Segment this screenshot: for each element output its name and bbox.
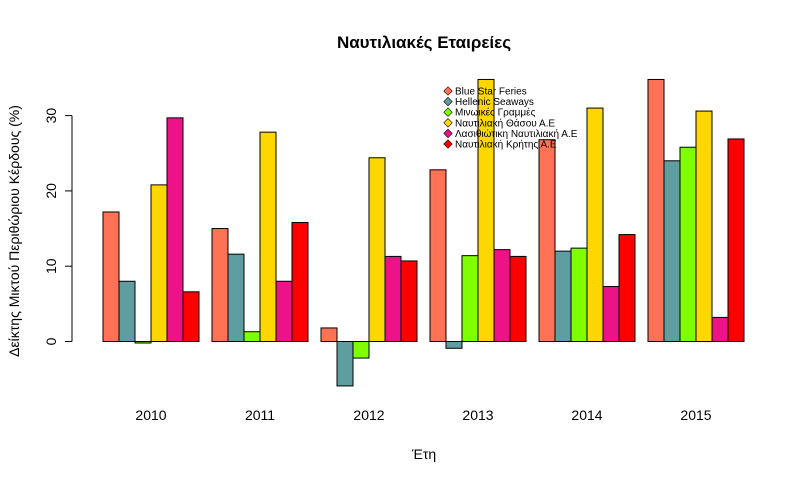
x-tick-label: 2013: [462, 407, 493, 423]
x-tick-label: 2012: [353, 407, 384, 423]
bar: [586, 107, 604, 342]
bar: [618, 234, 636, 343]
legend-entry: Ναυτιλιακή Κρήτης Α.Ε: [455, 139, 557, 151]
bar: [227, 253, 245, 342]
bar: [711, 316, 729, 342]
legend-marker: [443, 128, 453, 139]
bar: [368, 157, 386, 342]
y-tick-label: 30: [43, 108, 59, 124]
legend-marker: [443, 118, 453, 128]
bar: [352, 341, 370, 359]
x-axis-label: Έτη: [411, 446, 436, 462]
bar: [134, 341, 152, 344]
legend-marker: [443, 107, 453, 117]
bar: [538, 139, 556, 342]
legend-entry: Λασιθιώτικη Ναυτιλιακή Α.Ε: [455, 128, 578, 140]
bar: [150, 184, 168, 342]
y-tick-label: 10: [43, 258, 59, 274]
bar: [647, 78, 665, 343]
bar: [679, 146, 697, 342]
bars-group: [102, 78, 745, 387]
bar: [509, 255, 527, 343]
legend-entry: Μινωικές Γραμμές: [455, 107, 536, 119]
legend-marker: [443, 139, 453, 149]
bar: [400, 260, 418, 342]
bar: [384, 255, 402, 343]
bar: [243, 331, 261, 342]
bar: [461, 255, 479, 343]
y-axis-label: Δείκτης Μικτού Περιθώριου Κέρδους (%): [6, 105, 22, 357]
bar: [429, 169, 447, 342]
bar: [663, 160, 681, 342]
x-tick-label: 2010: [135, 407, 166, 423]
bar: [695, 110, 713, 342]
legend-entry: Hellenic Seaways: [455, 97, 534, 108]
bar: [493, 249, 511, 342]
bar: [259, 131, 277, 342]
legend-entry: Ναυτιλιακή Θάσου Α.Ε: [455, 117, 555, 129]
bar: [445, 341, 463, 349]
bar: [182, 291, 200, 342]
legend-marker: [443, 86, 453, 96]
category-labels: 2010 2011 2012 2013 2014 2015: [135, 407, 711, 423]
x-tick-label: 2014: [571, 407, 602, 423]
bar: [211, 228, 229, 342]
bar: [554, 250, 572, 342]
y-tick-label: 20: [43, 183, 59, 199]
bar: [166, 117, 184, 343]
bar: [570, 247, 588, 343]
bar: [320, 327, 338, 343]
bar: [275, 280, 293, 343]
bar: [102, 211, 120, 342]
x-tick-label: 2011: [245, 407, 275, 423]
chart-title: Ναυτιλιακές Εταιρείες: [337, 33, 511, 52]
bar: [118, 280, 136, 343]
legend-entry: Blue Star Feries: [455, 87, 527, 98]
bar: [727, 138, 745, 342]
bar: [336, 341, 354, 387]
y-axis: 0 10 20 30: [43, 108, 73, 345]
bar: [602, 286, 620, 343]
bar: [291, 222, 309, 342]
bar: [477, 78, 495, 343]
x-tick-label: 2015: [680, 407, 711, 423]
legend-marker: [443, 96, 453, 107]
y-tick-label: 0: [43, 337, 59, 345]
